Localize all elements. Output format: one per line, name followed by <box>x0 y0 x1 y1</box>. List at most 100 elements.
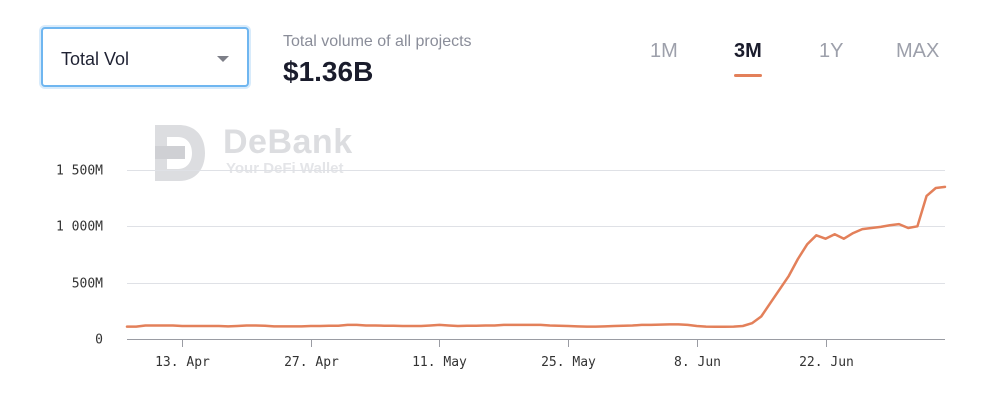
total-volume-value: $1.36B <box>283 56 374 87</box>
data-point <box>770 302 771 303</box>
data-point <box>540 324 541 325</box>
data-point <box>255 325 256 326</box>
x-tick-label: 25. May <box>541 355 596 370</box>
data-point <box>136 326 137 327</box>
data-point <box>779 289 780 290</box>
data-point <box>145 325 146 326</box>
data-point <box>917 226 918 227</box>
data-point <box>439 324 440 325</box>
data-point <box>338 325 339 326</box>
data-point <box>163 325 164 326</box>
data-point <box>742 326 743 327</box>
data-point <box>568 326 569 327</box>
data-point <box>660 324 661 325</box>
data-point <box>228 326 229 327</box>
y-tick-label: 500M <box>72 277 103 292</box>
data-point <box>531 324 532 325</box>
watermark-name: DeBank <box>223 123 353 161</box>
x-tick-label: 22. Jun <box>799 355 854 370</box>
data-point <box>467 325 468 326</box>
data-point <box>384 325 385 326</box>
data-point <box>843 238 844 239</box>
data-point <box>715 326 716 327</box>
data-point <box>889 225 890 226</box>
data-point <box>834 234 835 235</box>
data-point <box>807 244 808 245</box>
y-tick-label: 0 <box>95 333 103 348</box>
data-point <box>366 325 367 326</box>
data-point <box>191 326 192 327</box>
active-tab-indicator <box>734 74 762 77</box>
data-point <box>218 326 219 327</box>
data-point <box>264 325 265 326</box>
data-point <box>899 224 900 225</box>
x-tick-label: 13. Apr <box>155 355 210 370</box>
metric-select-value: Total Vol <box>61 49 130 69</box>
data-point <box>706 326 707 327</box>
tab-3m-label: 3M <box>734 40 762 62</box>
data-point <box>945 186 946 187</box>
tab-max[interactable]: MAX <box>896 40 939 63</box>
data-point <box>347 324 348 325</box>
data-point <box>696 326 697 327</box>
data-point <box>816 235 817 236</box>
data-point <box>853 233 854 234</box>
data-point <box>577 326 578 327</box>
data-point <box>549 325 550 326</box>
data-point <box>650 324 651 325</box>
data-point <box>393 325 394 326</box>
data-point <box>586 326 587 327</box>
debank-logo-icon <box>155 125 205 181</box>
x-tick-label: 27. Apr <box>284 355 339 370</box>
data-point <box>209 326 210 327</box>
data-point <box>687 324 688 325</box>
data-point <box>274 326 275 327</box>
data-point <box>154 325 155 326</box>
data-point <box>559 325 560 326</box>
data-point <box>926 195 927 196</box>
data-point <box>724 326 725 327</box>
data-point <box>310 326 311 327</box>
data-point <box>320 326 321 327</box>
data-point <box>375 325 376 326</box>
metric-select[interactable]: Total Vol <box>41 27 249 87</box>
data-point <box>292 326 293 327</box>
data-point <box>788 275 789 276</box>
data-point <box>485 325 486 326</box>
data-point <box>329 325 330 326</box>
data-point <box>182 326 183 327</box>
tab-3m[interactable]: 3M <box>734 40 762 77</box>
total-volume-caption: Total volume of all projects <box>283 33 472 50</box>
data-point <box>494 325 495 326</box>
tab-1y[interactable]: 1Y <box>819 40 843 63</box>
y-axis-ticks: 0 500M 1 000M 1 500M <box>56 164 103 348</box>
y-tick-label: 1 000M <box>56 220 103 235</box>
data-point <box>604 326 605 327</box>
data-point <box>733 326 734 327</box>
data-point <box>761 316 762 317</box>
data-point <box>797 259 798 260</box>
data-point <box>935 188 936 189</box>
data-point <box>430 325 431 326</box>
data-point <box>503 324 504 325</box>
data-point <box>457 326 458 327</box>
data-point <box>669 324 670 325</box>
data-point <box>595 326 596 327</box>
tab-1y-label: 1Y <box>819 40 844 62</box>
x-tick-label: 8. Jun <box>674 355 721 370</box>
data-point <box>411 326 412 327</box>
data-point <box>283 326 284 327</box>
x-tick-label: 11. May <box>412 355 467 370</box>
watermark-tagline: Your DeFi Wallet <box>226 160 344 177</box>
tab-1m[interactable]: 1M <box>650 40 678 63</box>
data-point <box>237 326 238 327</box>
data-point <box>127 326 128 327</box>
data-point <box>632 325 633 326</box>
data-point <box>513 324 514 325</box>
data-point <box>871 228 872 229</box>
chevron-down-icon <box>217 56 229 62</box>
data-point <box>522 324 523 325</box>
data-point <box>614 326 615 327</box>
data-point <box>173 325 174 326</box>
